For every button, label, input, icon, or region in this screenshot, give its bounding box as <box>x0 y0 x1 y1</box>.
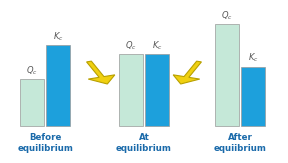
Text: $K_c$: $K_c$ <box>152 39 162 52</box>
Bar <box>46 45 70 126</box>
Text: $K_c$: $K_c$ <box>53 30 64 43</box>
Bar <box>241 67 265 126</box>
Text: At
equilibrium: At equilibrium <box>116 133 172 153</box>
Text: $Q_c$: $Q_c$ <box>221 9 233 22</box>
Text: $K_c$: $K_c$ <box>248 52 258 64</box>
Text: $Q_c$: $Q_c$ <box>26 64 38 76</box>
Bar <box>145 54 169 126</box>
FancyArrow shape <box>173 61 201 84</box>
FancyArrow shape <box>87 61 115 84</box>
Bar <box>119 54 143 126</box>
Bar <box>20 79 44 126</box>
Bar <box>215 24 239 126</box>
Text: After
equiibrium: After equiibrium <box>213 133 266 153</box>
Text: Before
equilibrium: Before equilibrium <box>17 133 73 153</box>
Text: $Q_c$: $Q_c$ <box>125 39 137 52</box>
